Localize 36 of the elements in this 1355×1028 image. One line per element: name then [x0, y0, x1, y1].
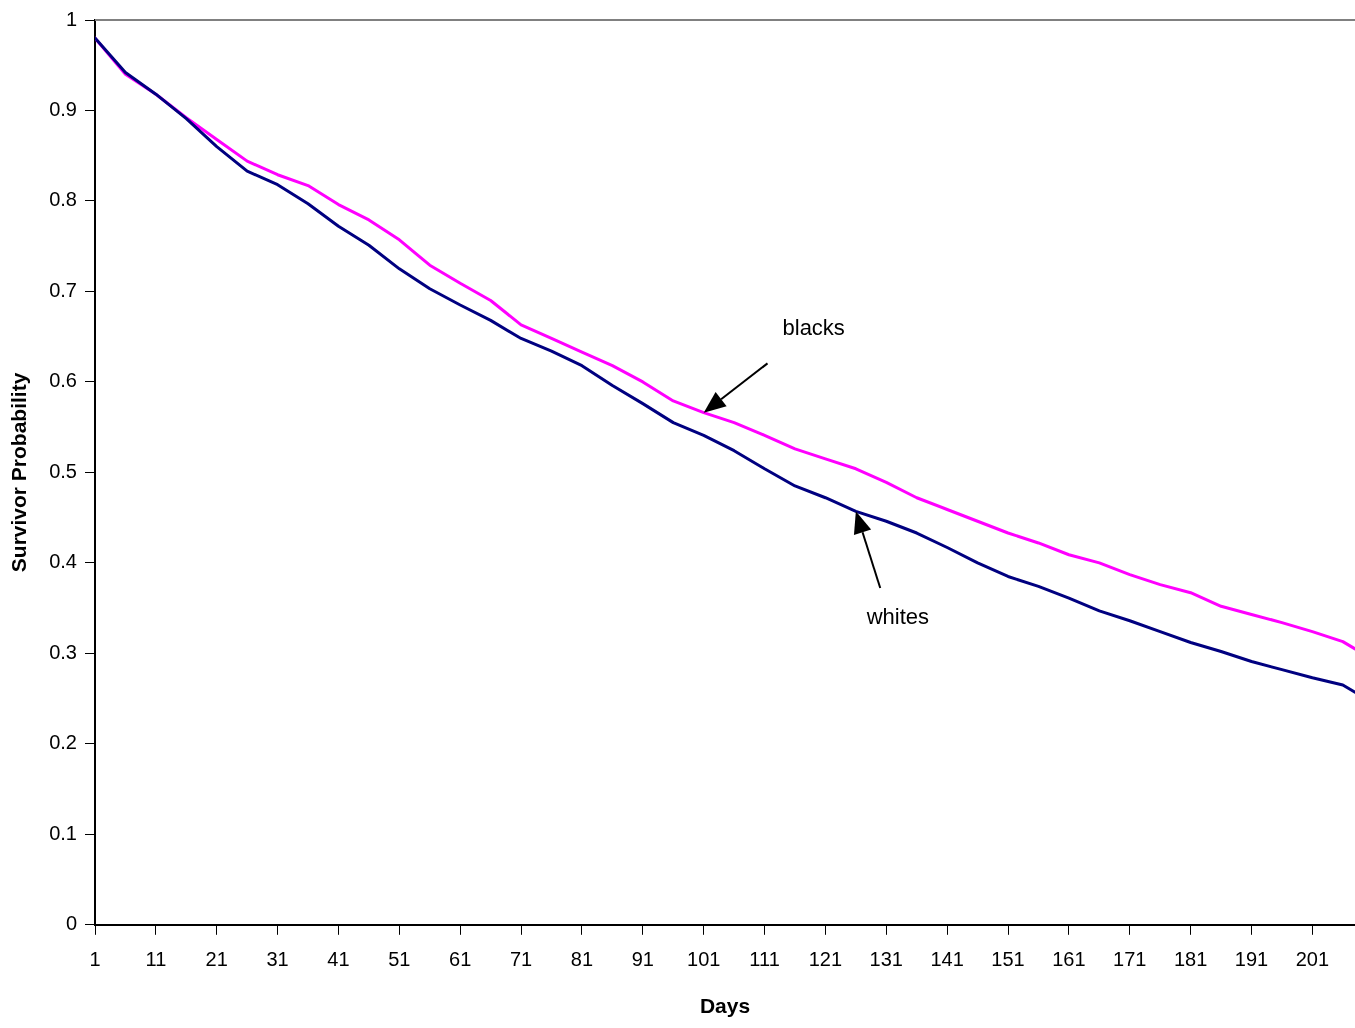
y-axis-title: Survivor Probability — [7, 372, 31, 573]
x-axis-title: Days — [699, 994, 751, 1018]
x-tick-label: 121 — [808, 948, 843, 971]
x-tick-label: 171 — [1113, 948, 1147, 971]
x-tick-label: 111 — [749, 948, 780, 971]
y-tick-label: 0.4 — [49, 550, 77, 573]
annotation: blacks — [782, 315, 845, 341]
annotation: whites — [865, 603, 930, 629]
x-tick-label: 1 — [89, 948, 101, 971]
x-tick-label: 61 — [449, 948, 472, 971]
x-tick-label: 21 — [205, 948, 228, 971]
x-tick-label: 41 — [327, 948, 350, 971]
y-tick-label: 0.7 — [49, 278, 77, 301]
y-tick-label: 0.1 — [49, 821, 77, 844]
x-tick-label: 11 — [145, 948, 167, 971]
x-tick-label: 151 — [991, 948, 1025, 971]
x-tick-label: 81 — [570, 948, 594, 971]
x-tick-label: 101 — [687, 948, 721, 971]
x-tick-label: 91 — [631, 948, 654, 971]
x-tick-label: 131 — [869, 948, 903, 971]
x-tick-label: 191 — [1234, 948, 1269, 971]
y-tick-label: 0.8 — [49, 188, 77, 211]
x-tick-label: 141 — [930, 948, 964, 971]
x-tick-label: 51 — [388, 948, 411, 971]
y-tick-label: 0.3 — [49, 640, 77, 663]
y-tick-label: 0 — [65, 912, 77, 935]
y-tick-label: 0.9 — [49, 98, 77, 120]
x-tick-label: 71 — [509, 948, 533, 971]
y-tick-label: 0.2 — [49, 731, 77, 754]
x-tick-label: 181 — [1173, 948, 1208, 971]
x-tick-label: 31 — [266, 948, 289, 971]
x-tick-label: 161 — [1052, 948, 1086, 971]
y-tick-label: 0.5 — [49, 459, 77, 482]
y-tick-label: 0.6 — [49, 369, 77, 392]
x-tick-label: 201 — [1295, 948, 1330, 971]
y-tick-label: 1 — [65, 7, 77, 30]
